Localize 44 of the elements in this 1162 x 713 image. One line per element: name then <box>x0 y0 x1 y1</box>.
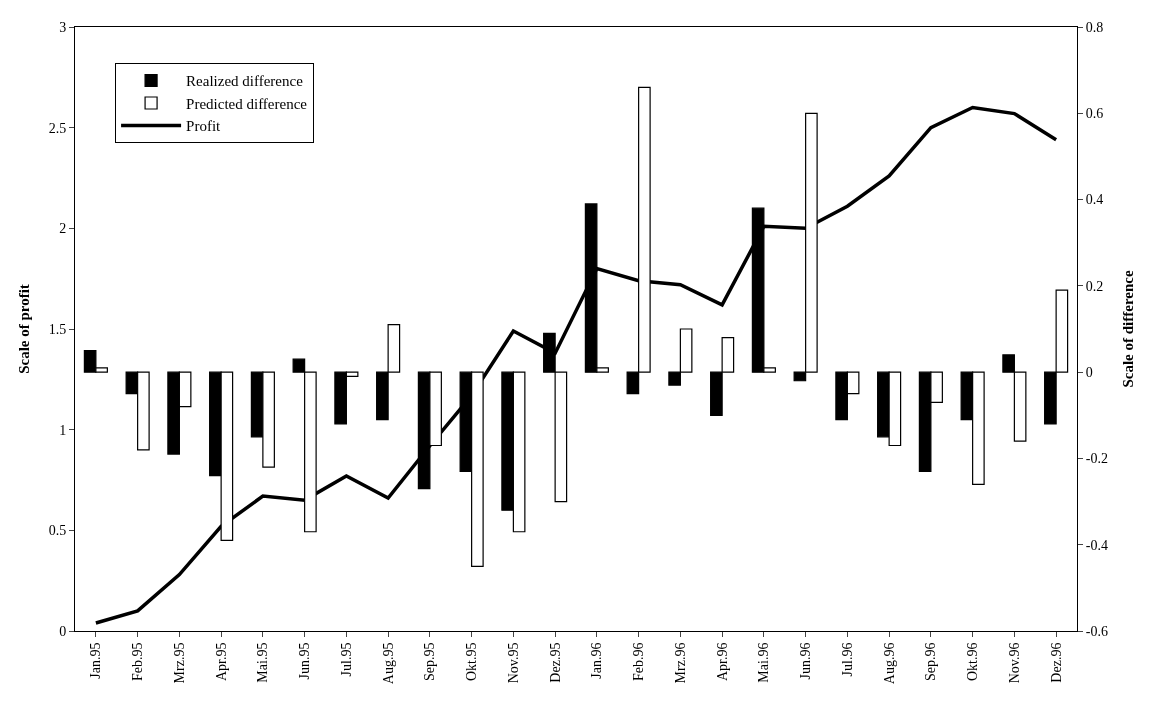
y-tick-label: 1 <box>59 422 67 438</box>
x-tick-label: Nov.96 <box>1006 642 1022 684</box>
legend-label: Profit <box>186 118 222 135</box>
y2-tick-label: 0.8 <box>1085 19 1104 35</box>
x-tick-label: Apr.95 <box>213 642 229 682</box>
x-tick-label: Okt.96 <box>965 642 981 682</box>
legend-label: Predicted difference <box>186 95 308 112</box>
y2-axis-title: Scale of difference <box>1119 270 1136 388</box>
y2-tick-label: 0.6 <box>1085 106 1104 122</box>
y2-tick-label: -0.2 <box>1085 451 1108 467</box>
x-tick-label: Sep.95 <box>422 642 438 682</box>
y-tick-label: 2.5 <box>48 120 67 136</box>
x-tick-label: Mrz.95 <box>171 642 187 684</box>
legend-label: Realized difference <box>186 73 304 90</box>
x-tick-label: Mai.95 <box>255 642 271 683</box>
x-tick-label: Aug.96 <box>881 642 897 685</box>
x-tick-label: Mai.96 <box>756 642 772 683</box>
y2-tick-label: -0.4 <box>1085 537 1108 553</box>
y-axis-title: Scale of profit <box>15 284 32 374</box>
x-tick-label: Jan.96 <box>589 642 605 679</box>
x-tick-label: Sep.96 <box>923 642 939 682</box>
x-tick-label: Mrz.96 <box>672 642 688 684</box>
y-tick-label: 2 <box>59 221 67 237</box>
x-tick-label: Okt.95 <box>464 642 480 682</box>
y2-tick-label: -0.6 <box>1085 623 1108 639</box>
x-tick-label: Dez.95 <box>547 642 563 683</box>
x-tick-label: Aug.95 <box>380 642 396 685</box>
x-tick-label: Feb.95 <box>130 642 146 682</box>
x-tick-label: Jun.95 <box>297 642 313 680</box>
x-tick-label: Jul.95 <box>338 642 354 677</box>
y-tick-label: 1.5 <box>48 321 67 337</box>
x-tick-label: Apr.96 <box>714 642 730 682</box>
y-tick-label: 0.5 <box>48 523 67 539</box>
x-tick-label: Dez.96 <box>1048 642 1064 683</box>
x-tick-label: Jul.96 <box>839 642 855 677</box>
y2-tick-label: 0.2 <box>1085 278 1104 294</box>
x-tick-label: Feb.96 <box>631 642 647 682</box>
x-tick-label: Jun.96 <box>798 642 814 680</box>
y2-tick-label: 0 <box>1085 365 1093 381</box>
y-tick-label: 3 <box>59 19 67 35</box>
x-tick-label: Nov.95 <box>505 642 521 684</box>
y-tick-label: 0 <box>59 623 67 639</box>
x-tick-label: Jan.95 <box>88 642 104 679</box>
y2-tick-label: 0.4 <box>1085 192 1104 208</box>
